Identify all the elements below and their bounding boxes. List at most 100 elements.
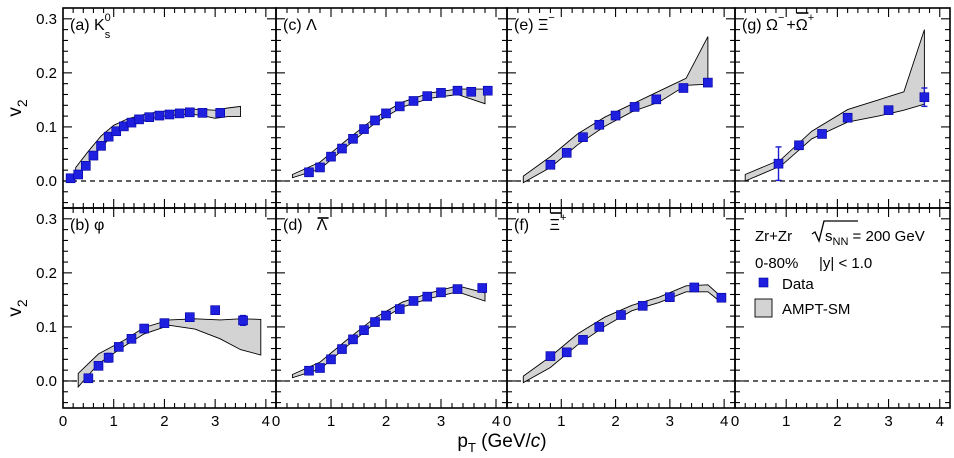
data-point <box>174 108 185 119</box>
panel-label: (d) <box>283 217 303 234</box>
data-point <box>678 83 689 93</box>
x-axis-label: pT (GeV/c) <box>457 431 546 455</box>
x-tick-label: 1 <box>110 413 118 430</box>
data-point <box>578 335 588 345</box>
panel-label: (g) Ω− <box>742 12 784 34</box>
data-point <box>103 131 114 142</box>
legend-energy-value: = 200 GeV <box>848 228 924 245</box>
data-point <box>842 112 853 123</box>
panel-frame-group <box>62 7 277 209</box>
panel-frame <box>506 7 736 209</box>
panel-label-sup: − <box>548 12 554 24</box>
data-point <box>348 334 358 345</box>
legend-band-swatch <box>754 298 773 318</box>
data-point <box>545 351 556 361</box>
data-point <box>665 292 675 302</box>
legend-system-text: Zr+Zr <box>755 228 792 245</box>
x-tick-label: 1 <box>327 413 335 430</box>
data-point <box>337 344 347 354</box>
legend-energy-s: s <box>825 228 833 245</box>
data-point <box>594 119 605 130</box>
panel-label-sub: s <box>105 29 111 41</box>
panel-label: (a) K0 s <box>70 12 111 41</box>
panel-frame <box>62 207 277 409</box>
data-point <box>326 151 336 162</box>
x-axis-label-unit: (GeV/ <box>476 431 532 452</box>
panel-a: (a) K0 s <box>65 12 241 184</box>
panel-label-text: (e) Ξ <box>514 17 548 34</box>
panel-label-secondary: Λ <box>317 217 328 234</box>
x-tick-label: 0 <box>59 413 67 430</box>
data-point <box>113 342 124 352</box>
panel-label-secondary-sup: + <box>560 212 566 224</box>
data-point <box>103 352 114 363</box>
data-point <box>651 94 662 105</box>
data-point <box>337 143 347 154</box>
panel-frame <box>506 207 736 409</box>
panel-label: (e) Ξ− <box>514 12 555 34</box>
x-tick-label: 2 <box>833 413 841 430</box>
data-point <box>408 96 419 106</box>
legend-energy: sNN = 200 GeV <box>825 228 925 248</box>
legend-rapidity: |y| < 1.0 <box>819 255 872 272</box>
x-tick-label: 4 <box>262 413 270 430</box>
y-tick-label: 0.2 <box>36 265 57 282</box>
data-point <box>139 323 149 334</box>
panel-frame-group <box>734 7 951 209</box>
panel-frame <box>734 207 951 409</box>
panel-label: (c) Λ <box>283 17 317 34</box>
panel-frame-group <box>506 207 736 409</box>
data-point <box>96 141 106 151</box>
y-axis-label-sub: 2 <box>14 299 30 307</box>
panel-label-text: (d) <box>283 217 303 234</box>
data-point <box>610 110 621 121</box>
data-point <box>154 110 165 121</box>
data-point <box>197 108 208 118</box>
data-point <box>159 318 170 328</box>
x-tick-label: 3 <box>437 413 445 430</box>
y-axis-label-main: v <box>5 107 26 117</box>
data-point <box>210 305 220 315</box>
legend-band-label: AMPT-SM <box>782 301 850 318</box>
x-tick-label: 3 <box>211 413 219 430</box>
data-point <box>238 315 248 326</box>
data-point <box>359 325 369 335</box>
y-axis-label-main: v <box>5 307 26 317</box>
x-axis-label-close: ) <box>540 431 546 452</box>
data-point <box>184 107 195 118</box>
panel-label-text: (g) Ω <box>742 17 778 34</box>
data-point <box>773 158 784 169</box>
legend-energy-sub: NN <box>833 236 849 248</box>
data-point <box>466 86 477 97</box>
data-point <box>164 109 175 120</box>
data-point <box>482 85 493 96</box>
x-tick-label: 3 <box>666 413 674 430</box>
data-point <box>919 92 930 102</box>
x-tick-label: 4 <box>492 413 500 430</box>
panel-c: (c) Λ <box>283 17 493 179</box>
data-point <box>381 108 391 119</box>
panel-label-secondary-sup: + <box>808 12 814 24</box>
panel-label-text: (c) Λ <box>283 17 317 34</box>
data-point <box>477 283 488 293</box>
data-point <box>616 310 626 320</box>
data-point <box>578 132 588 142</box>
x-tick-label: 2 <box>160 413 168 430</box>
data-point <box>315 162 325 173</box>
x-axis-label-unit-italic: c <box>531 431 541 452</box>
data-point <box>436 88 446 98</box>
data-point <box>215 108 226 118</box>
y-axis-label: v2 <box>5 99 30 117</box>
y-tick-label: 0.1 <box>36 319 57 336</box>
data-point <box>315 363 325 373</box>
x-tick-label: 0 <box>503 413 511 430</box>
legend-data-marker <box>758 277 769 288</box>
data-point <box>144 112 155 122</box>
data-point <box>370 317 380 327</box>
data-point <box>794 140 804 151</box>
panel-d: (d) Λ <box>283 217 488 379</box>
data-point <box>394 101 405 112</box>
panel-e: (e) Ξ− <box>514 12 713 184</box>
data-point <box>88 150 99 161</box>
y-tick-label: 0.0 <box>36 173 57 190</box>
